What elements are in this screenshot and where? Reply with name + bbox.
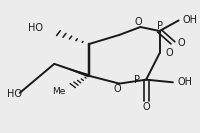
Text: HO: HO xyxy=(7,89,22,99)
Text: HO: HO xyxy=(28,23,43,33)
Text: OH: OH xyxy=(178,77,193,87)
Text: OH: OH xyxy=(182,15,197,25)
Text: O: O xyxy=(178,38,185,48)
Text: O: O xyxy=(165,48,173,58)
Text: Me: Me xyxy=(52,87,66,96)
Text: P: P xyxy=(134,75,140,85)
Text: O: O xyxy=(135,17,142,27)
Text: O: O xyxy=(114,84,121,94)
Polygon shape xyxy=(54,64,90,77)
Text: O: O xyxy=(142,102,150,112)
Text: P: P xyxy=(157,21,163,31)
